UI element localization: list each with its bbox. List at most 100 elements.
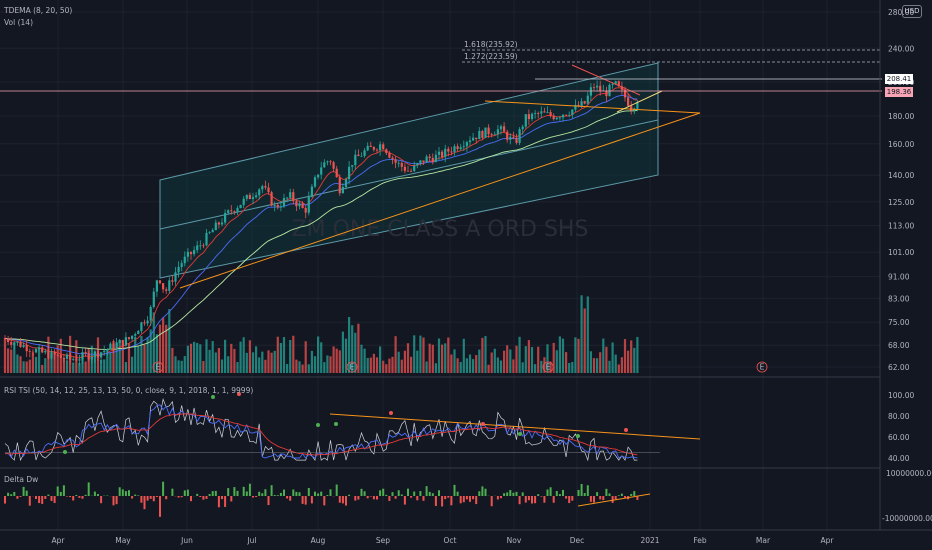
delta-bar	[602, 496, 605, 501]
price-tick-label: 280.00	[888, 8, 914, 17]
earnings-label: E	[350, 363, 355, 372]
candle-body	[258, 189, 261, 196]
volume-bar	[425, 361, 428, 373]
delta-bar	[186, 489, 189, 496]
volume-bar	[245, 352, 248, 373]
candle-body	[81, 352, 84, 360]
delta-bar	[565, 496, 568, 499]
candle-body	[422, 160, 425, 163]
candle-body	[317, 174, 320, 178]
delta-bar	[245, 491, 248, 496]
candle-body	[515, 137, 518, 143]
delta-bar	[580, 483, 583, 496]
candle-body	[509, 136, 512, 140]
tdema-legend[interactable]: TDEMA (8, 20, 50)	[4, 6, 73, 15]
rsi-signal-dot	[389, 411, 393, 415]
candle-body	[19, 341, 22, 347]
delta-bar	[149, 496, 152, 499]
delta-bar	[422, 496, 425, 501]
volume-bar	[273, 350, 276, 373]
delta-bar	[586, 485, 589, 496]
delta-bar	[118, 487, 121, 496]
volume-bar	[248, 340, 251, 373]
volume-bar	[465, 358, 468, 373]
volume-bar	[344, 338, 348, 373]
candle-body	[332, 162, 335, 169]
delta-legend[interactable]: Delta Dw	[4, 475, 39, 484]
delta-bar	[438, 490, 440, 496]
currency-badge[interactable]: USD	[902, 5, 922, 18]
delta-bar	[97, 494, 99, 496]
volume-bar	[372, 353, 375, 373]
volume-bar	[230, 343, 233, 373]
volume-bar	[630, 340, 633, 373]
volume-bar	[627, 350, 630, 373]
price-tick-label: 125.00	[888, 198, 914, 207]
candle-body	[121, 339, 124, 346]
candle-body	[264, 186, 267, 188]
volume-bar	[295, 359, 298, 373]
candle-body	[608, 84, 611, 97]
volume-bar	[475, 355, 478, 373]
candle-body	[205, 232, 208, 246]
candle-body	[329, 161, 332, 163]
volume-bar	[131, 356, 134, 373]
candle-body	[419, 160, 422, 164]
candle-body	[565, 114, 568, 116]
delta-bar	[62, 485, 65, 496]
volume-bar	[332, 346, 335, 373]
volume-bar	[552, 342, 555, 373]
delta-bar	[211, 491, 214, 496]
volume-bar	[602, 338, 605, 373]
candle-body	[134, 334, 137, 336]
delta-bar	[69, 496, 72, 498]
candle-body	[391, 157, 394, 160]
volume-bar	[428, 343, 431, 373]
delta-bar	[500, 496, 502, 499]
volume-bar	[397, 351, 400, 373]
delta-bar	[506, 492, 509, 496]
volume-bar	[413, 335, 416, 373]
candle-body	[227, 210, 230, 213]
delta-bar	[310, 496, 313, 504]
delta-bar	[555, 491, 558, 496]
candle-body	[50, 351, 53, 359]
candle-body	[555, 117, 558, 120]
delta-bar	[159, 496, 161, 517]
volume-bar	[65, 360, 69, 373]
candle-body	[22, 345, 25, 347]
candle-body	[158, 280, 162, 284]
candle-body	[447, 148, 450, 152]
rsi-trendline	[329, 413, 701, 440]
rsi-legend[interactable]: RSI TSI (50, 14, 12, 25, 13, 13, 50, 0, …	[4, 386, 254, 395]
delta-bar	[252, 496, 254, 498]
delta-bar	[345, 496, 347, 506]
candle-body	[344, 179, 348, 187]
price-tag-upper: 208.41	[885, 74, 913, 84]
volume-bar	[189, 343, 193, 373]
candle-body	[217, 222, 220, 225]
delta-bar	[66, 496, 68, 497]
candle-body	[323, 162, 326, 168]
x-tick-label: Nov	[507, 536, 522, 545]
delta-bar	[270, 485, 273, 496]
delta-bar	[295, 491, 298, 496]
volume-bar	[84, 361, 87, 373]
candle-body	[25, 345, 28, 352]
candle-body	[512, 136, 515, 138]
delta-bar	[434, 496, 437, 506]
volume-bar	[310, 350, 313, 373]
candle-body	[400, 162, 403, 167]
candle-body	[282, 198, 286, 207]
delta-bar	[155, 496, 158, 497]
delta-bar	[140, 496, 143, 503]
vol-legend[interactable]: Vol (14)	[4, 18, 34, 27]
x-tick-label: Oct	[444, 536, 457, 545]
delta-bar	[298, 492, 301, 496]
candle-body	[521, 126, 524, 130]
candle-body	[72, 359, 75, 361]
volume-bar	[360, 344, 363, 373]
delta-bar	[242, 486, 245, 496]
volume-bar	[127, 343, 131, 373]
